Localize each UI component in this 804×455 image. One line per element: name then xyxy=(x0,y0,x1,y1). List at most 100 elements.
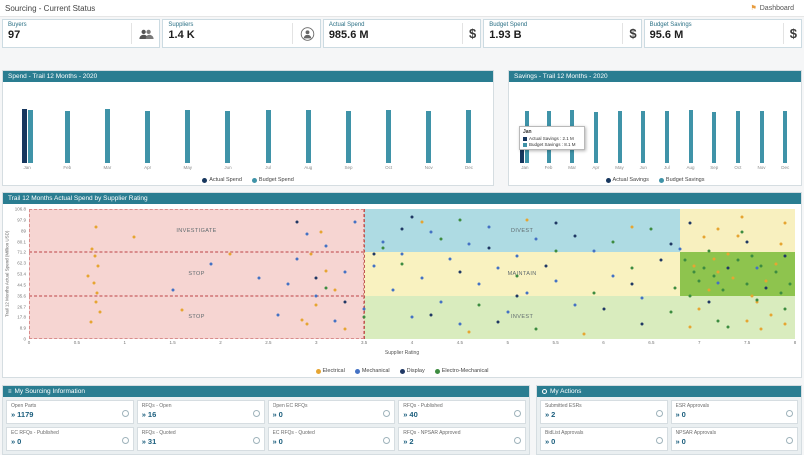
point-electro-mechanical[interactable] xyxy=(324,286,328,290)
point-electrical[interactable] xyxy=(702,235,706,239)
point-electro-mechanical[interactable] xyxy=(745,282,749,286)
point-mechanical[interactable] xyxy=(333,319,337,323)
point-electro-mechanical[interactable] xyxy=(630,266,634,270)
point-electrical[interactable] xyxy=(582,332,586,336)
bar-budget-savings-nov[interactable] xyxy=(759,111,764,163)
point-electrical[interactable] xyxy=(89,320,93,324)
bar-actual-spend-jan[interactable] xyxy=(21,109,27,163)
point-electrical[interactable] xyxy=(769,313,773,317)
point-mechanical[interactable] xyxy=(525,291,529,295)
point-electrical[interactable] xyxy=(324,269,328,273)
point-electrical[interactable] xyxy=(759,327,763,331)
point-electrical[interactable] xyxy=(745,319,749,323)
point-electro-mechanical[interactable] xyxy=(649,227,653,231)
kpi-card-suppliers[interactable]: Suppliers 1.4 K xyxy=(162,19,321,48)
point-mechanical[interactable] xyxy=(276,313,280,317)
point-electrical[interactable] xyxy=(774,262,778,266)
point-mechanical[interactable] xyxy=(515,254,519,258)
circle-icon[interactable] xyxy=(121,410,129,417)
point-display[interactable] xyxy=(496,320,500,324)
bar-budget-savings-apr[interactable] xyxy=(593,112,598,163)
point-electro-mechanical[interactable] xyxy=(707,249,711,253)
bar-budget-savings-oct[interactable] xyxy=(735,111,740,163)
bar-budget-savings-jul[interactable] xyxy=(664,111,669,163)
point-electrical[interactable] xyxy=(736,234,740,238)
point-electrical[interactable] xyxy=(86,274,90,278)
point-electro-mechanical[interactable] xyxy=(381,246,385,250)
bar-budget-spend-feb[interactable] xyxy=(64,111,70,163)
sourcing-tile-rfqs-npsar-approved[interactable]: RFQs - NPSAR Approved» 2 xyxy=(398,427,526,451)
point-mechanical[interactable] xyxy=(506,310,510,314)
bar-budget-spend-nov[interactable] xyxy=(426,111,432,163)
point-electrical[interactable] xyxy=(309,252,313,256)
point-mechanical[interactable] xyxy=(496,266,500,270)
actions-tile-submitted-esrs[interactable]: Submitted ESRs» 2 xyxy=(540,400,668,424)
bar-budget-savings-may[interactable] xyxy=(617,111,622,163)
point-display[interactable] xyxy=(669,242,673,246)
point-electrical[interactable] xyxy=(333,288,337,292)
point-display[interactable] xyxy=(295,220,299,224)
point-display[interactable] xyxy=(707,300,711,304)
point-mechanical[interactable] xyxy=(534,237,538,241)
point-electro-mechanical[interactable] xyxy=(726,325,730,329)
point-electro-mechanical[interactable] xyxy=(716,319,720,323)
point-electro-mechanical[interactable] xyxy=(554,249,558,253)
point-display[interactable] xyxy=(573,234,577,238)
point-electro-mechanical[interactable] xyxy=(721,288,725,292)
point-electro-mechanical[interactable] xyxy=(788,282,792,286)
point-electrical[interactable] xyxy=(525,218,529,222)
point-electrical[interactable] xyxy=(755,300,759,304)
point-mechanical[interactable] xyxy=(353,220,357,224)
point-display[interactable] xyxy=(764,286,768,290)
bar-budget-savings-sep[interactable] xyxy=(712,112,717,163)
point-electrical[interactable] xyxy=(750,294,754,298)
point-electrical[interactable] xyxy=(726,252,730,256)
sourcing-tile-rfqs-published[interactable]: RFQs - Published» 40 xyxy=(398,400,526,424)
point-mechanical[interactable] xyxy=(257,276,261,280)
point-electro-mechanical[interactable] xyxy=(755,298,759,302)
sourcing-tile-rfqs-open[interactable]: RFQs - Open» 16 xyxy=(136,400,265,424)
point-electro-mechanical[interactable] xyxy=(534,327,538,331)
point-mechanical[interactable] xyxy=(391,288,395,292)
point-electrical[interactable] xyxy=(740,215,744,219)
point-electrical[interactable] xyxy=(314,303,318,307)
point-electrical[interactable] xyxy=(783,322,787,326)
actions-tile-npsar-approvals[interactable]: NPSAR Approvals» 0 xyxy=(670,427,798,451)
actions-tile-esr-approvals[interactable]: ESR Approvals» 0 xyxy=(670,400,798,424)
point-mechanical[interactable] xyxy=(429,230,433,234)
point-display[interactable] xyxy=(487,246,491,250)
circle-icon[interactable] xyxy=(252,437,260,444)
point-display[interactable] xyxy=(343,300,347,304)
point-electro-mechanical[interactable] xyxy=(458,218,462,222)
point-electrical[interactable] xyxy=(132,235,136,239)
circle-icon[interactable] xyxy=(655,410,663,417)
point-electro-mechanical[interactable] xyxy=(611,240,615,244)
point-display[interactable] xyxy=(400,227,404,231)
point-electrical[interactable] xyxy=(319,230,323,234)
point-mechanical[interactable] xyxy=(400,252,404,256)
point-electrical[interactable] xyxy=(98,310,102,314)
point-mechanical[interactable] xyxy=(286,282,290,286)
point-electrical[interactable] xyxy=(300,318,304,322)
point-electro-mechanical[interactable] xyxy=(362,315,366,319)
bar-budget-spend-jun[interactable] xyxy=(225,111,231,163)
point-mechanical[interactable] xyxy=(314,294,318,298)
point-mechanical[interactable] xyxy=(305,232,309,236)
point-electro-mechanical[interactable] xyxy=(515,274,519,278)
point-display[interactable] xyxy=(554,221,558,225)
point-mechanical[interactable] xyxy=(448,257,452,261)
point-display[interactable] xyxy=(314,276,318,280)
point-mechanical[interactable] xyxy=(573,303,577,307)
sourcing-tile-open-parts[interactable]: Open Parts» 1179 xyxy=(6,400,134,424)
point-electrical[interactable] xyxy=(731,276,735,280)
circle-icon[interactable] xyxy=(655,437,663,444)
point-mechanical[interactable] xyxy=(171,288,175,292)
bar-budget-spend-sep[interactable] xyxy=(345,111,351,163)
circle-icon[interactable] xyxy=(786,410,793,417)
point-electro-mechanical[interactable] xyxy=(759,264,763,268)
point-mechanical[interactable] xyxy=(477,282,481,286)
point-electro-mechanical[interactable] xyxy=(783,307,787,311)
point-electro-mechanical[interactable] xyxy=(669,310,673,314)
point-display[interactable] xyxy=(659,258,663,262)
point-electro-mechanical[interactable] xyxy=(702,266,706,270)
